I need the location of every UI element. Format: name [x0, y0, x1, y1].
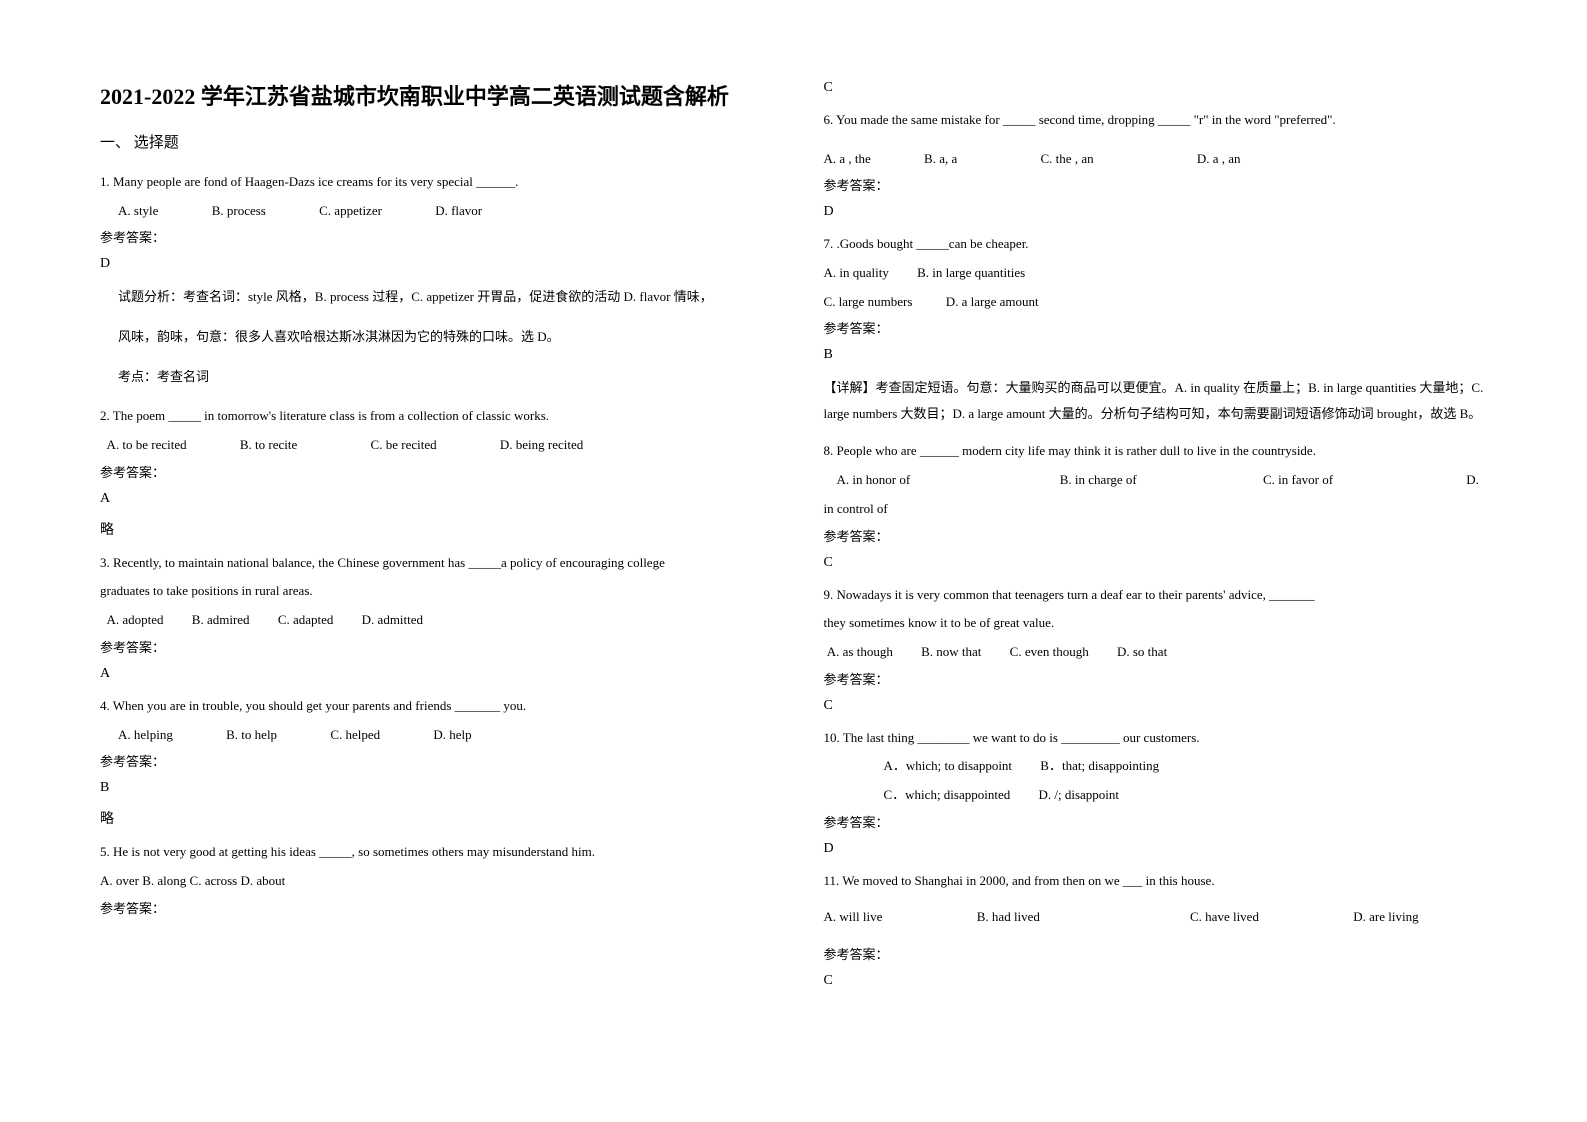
question-11-text: 11. We moved to Shanghai in 2000, and fr…: [824, 869, 1488, 894]
question-7-options-2: C. large numbers D. a large amount: [824, 290, 1488, 315]
question-9-text2: they sometimes know it to be of great va…: [824, 611, 1488, 636]
q6-answer: D: [824, 204, 1488, 220]
q9-answer: C: [824, 698, 1488, 714]
q8-optD-text: in control of: [824, 497, 1488, 522]
q4-answer: B: [100, 780, 764, 796]
answer-label: 参考答案：: [100, 462, 764, 481]
q6-optB: B. a, a: [924, 147, 957, 172]
question-1-text: 1. Many people are fond of Haagen-Dazs i…: [100, 170, 764, 195]
q3-optD: D. admitted: [362, 608, 423, 633]
q6-optA: A. a , the: [824, 147, 871, 172]
document-title: 2021-2022 学年江苏省盐城市坎南职业中学高二英语测试题含解析: [100, 80, 764, 113]
q11-optD: D. are living: [1353, 909, 1418, 924]
q11-answer: C: [824, 973, 1488, 989]
q8-optD-prefix: D.: [1466, 472, 1479, 487]
q1-answer: D: [100, 256, 764, 272]
left-column: 2021-2022 学年江苏省盐城市坎南职业中学高二英语测试题含解析 一、 选择…: [100, 80, 764, 1042]
q4-note: 略: [100, 808, 764, 828]
question-9-text1: 9. Nowadays it is very common that teena…: [824, 583, 1488, 608]
answer-label: 参考答案：: [100, 751, 764, 770]
q7-optC: C. large numbers: [824, 290, 913, 315]
q4-optC: C. helped: [330, 723, 380, 748]
q7-optA: A. in quality: [824, 261, 889, 286]
q7-answer: B: [824, 347, 1488, 363]
q8-optC: C. in favor of: [1263, 468, 1463, 493]
question-10-options-1: A．which; to disappoint B．that; disappoin…: [824, 754, 1488, 779]
q7-optD: D. a large amount: [946, 290, 1039, 315]
q1-analysis1: 试题分析：考查名词：style 风格，B. process 过程，C. appe…: [100, 284, 764, 310]
question-4-text: 4. When you are in trouble, you should g…: [100, 694, 764, 719]
q11-optC: C. have lived: [1190, 905, 1350, 930]
q2-note: 略: [100, 519, 764, 539]
q7-analysis: 【详解】考查固定短语。句意：大量购买的商品可以更便宜。A. in quality…: [824, 375, 1488, 427]
q10-optA: A．which; to disappoint: [884, 754, 1013, 779]
section-header: 一、 选择题: [100, 131, 764, 152]
q1-analysis2: 风味，韵味，句意：很多人喜欢哈根达斯冰淇淋因为它的特殊的口味。选 D。: [100, 324, 764, 350]
question-6-options: A. a , the B. a, a C. the , an D. a , an: [824, 147, 1488, 172]
question-10-text: 10. The last thing ________ we want to d…: [824, 726, 1488, 751]
q8-optA: A. in honor of: [837, 468, 1057, 493]
q3-optB: B. admired: [192, 608, 250, 633]
question-2-text: 2. The poem _____ in tomorrow's literatu…: [100, 404, 764, 429]
question-10-options-2: C．which; disappointed D. /; disappoint: [824, 783, 1488, 808]
question-8-options: A. in honor of B. in charge of C. in fav…: [824, 468, 1488, 493]
q10-optB: B．that; disappointing: [1040, 754, 1159, 779]
answer-label: 参考答案：: [824, 318, 1488, 337]
answer-label: 参考答案：: [824, 526, 1488, 545]
q9-optC: C. even though: [1010, 640, 1089, 665]
question-5-options: A. over B. along C. across D. about: [100, 869, 764, 894]
q10-optD: D. /; disappoint: [1039, 783, 1120, 808]
q10-answer: D: [824, 841, 1488, 857]
q1-optA: A. style: [118, 199, 158, 224]
answer-label: 参考答案：: [100, 227, 764, 246]
q8-optB: B. in charge of: [1060, 468, 1260, 493]
q2-optA: A. to be recited: [107, 433, 187, 458]
answer-label: 参考答案：: [824, 812, 1488, 831]
question-3-text1: 3. Recently, to maintain national balanc…: [100, 551, 764, 576]
question-5-text: 5. He is not very good at getting his id…: [100, 840, 764, 865]
q10-optC: C．which; disappointed: [884, 783, 1011, 808]
q11-optB: B. had lived: [977, 905, 1187, 930]
question-6-text: 6. You made the same mistake for _____ s…: [824, 108, 1488, 133]
question-3-options: A. adopted B. admired C. adapted D. admi…: [100, 608, 764, 633]
q4-optB: B. to help: [226, 723, 277, 748]
question-2-options: A. to be recited B. to recite C. be reci…: [100, 433, 764, 458]
question-8-text: 8. People who are ______ modern city lif…: [824, 439, 1488, 464]
q2-optC: C. be recited: [371, 433, 437, 458]
answer-label: 参考答案：: [100, 898, 764, 917]
q6-optD: D. a , an: [1197, 147, 1241, 172]
q4-optD: D. help: [433, 723, 471, 748]
question-7-text: 7. .Goods bought _____can be cheaper.: [824, 232, 1488, 257]
q6-optC: C. the , an: [1041, 147, 1094, 172]
q5-answer: C: [824, 80, 1488, 96]
q3-answer: A: [100, 666, 764, 682]
answer-label: 参考答案：: [824, 669, 1488, 688]
q2-optD: D. being recited: [500, 433, 583, 458]
q1-optC: C. appetizer: [319, 199, 382, 224]
q11-optA: A. will live: [824, 905, 974, 930]
q8-answer: C: [824, 555, 1488, 571]
question-1-options: A. style B. process C. appetizer D. flav…: [100, 199, 764, 224]
q9-optB: B. now that: [921, 640, 981, 665]
answer-label: 参考答案：: [100, 637, 764, 656]
q9-optA: A. as though: [827, 640, 893, 665]
q2-optB: B. to recite: [240, 433, 297, 458]
question-9-options: A. as though B. now that C. even though …: [824, 640, 1488, 665]
q1-analysis3: 考点：考查名词: [100, 364, 764, 390]
question-3-text2: graduates to take positions in rural are…: [100, 579, 764, 604]
q3-optA: A. adopted: [107, 608, 164, 633]
question-7-options-1: A. in quality B. in large quantities: [824, 261, 1488, 286]
q7-optB: B. in large quantities: [917, 261, 1025, 286]
answer-label: 参考答案：: [824, 944, 1488, 963]
right-column: C 6. You made the same mistake for _____…: [824, 80, 1488, 1042]
q9-optD: D. so that: [1117, 640, 1167, 665]
q2-answer: A: [100, 491, 764, 507]
q1-optD: D. flavor: [435, 199, 482, 224]
q4-optA: A. helping: [118, 723, 173, 748]
answer-label: 参考答案：: [824, 175, 1488, 194]
q3-optC: C. adapted: [278, 608, 334, 633]
question-11-options: A. will live B. had lived C. have lived …: [824, 905, 1488, 930]
q1-optB: B. process: [212, 199, 266, 224]
question-4-options: A. helping B. to help C. helped D. help: [100, 723, 764, 748]
